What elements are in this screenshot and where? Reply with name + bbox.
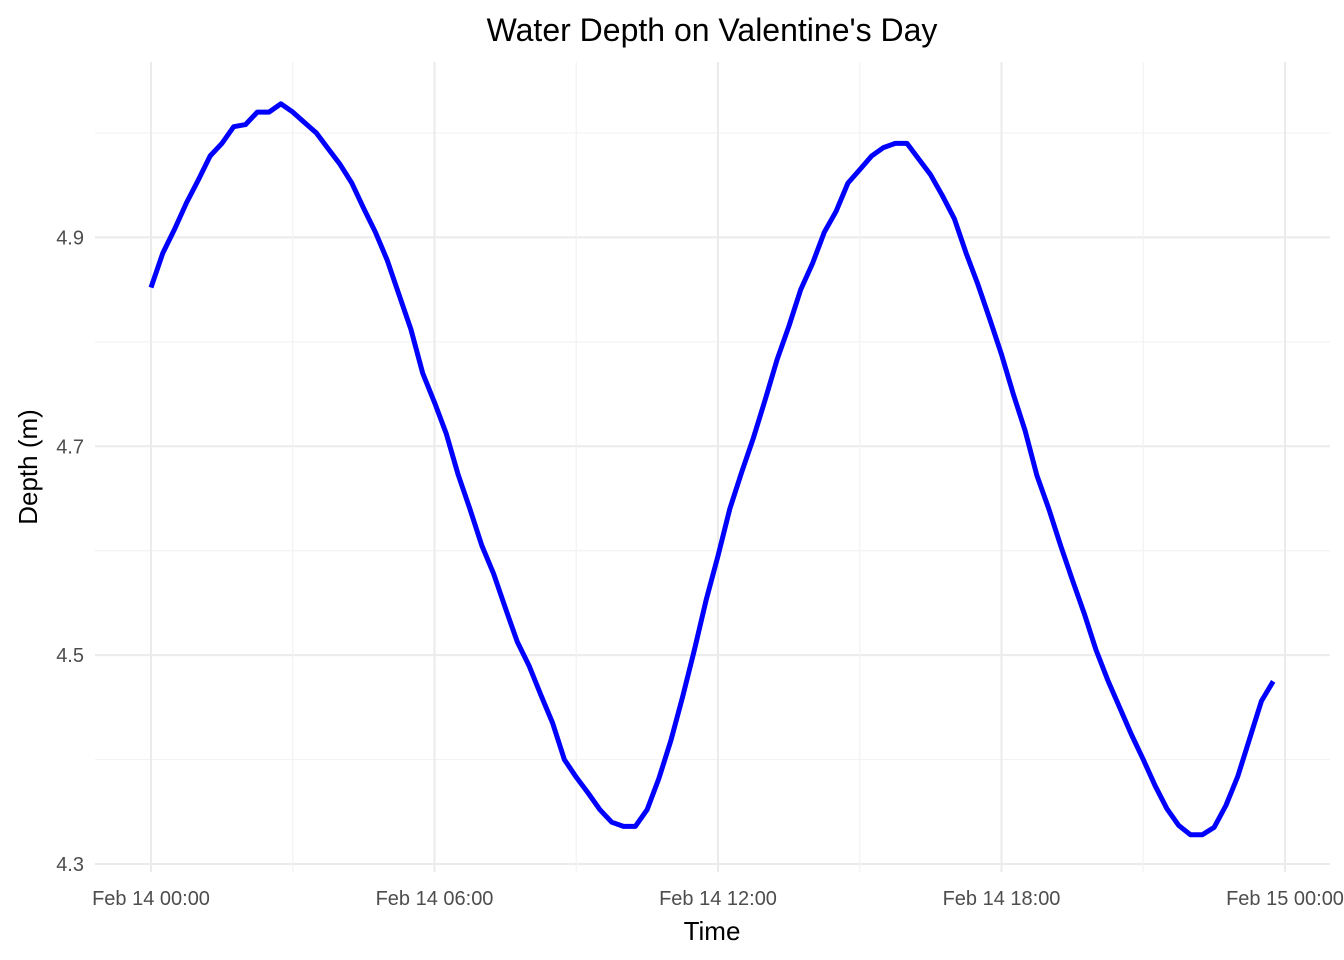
x-tick-label: Feb 14 18:00 bbox=[943, 888, 1061, 910]
y-tick-label: 4.9 bbox=[56, 227, 84, 249]
x-tick-label: Feb 14 00:00 bbox=[92, 888, 210, 910]
series-layer bbox=[148, 101, 1276, 838]
x-tick-label: Feb 14 12:00 bbox=[659, 888, 777, 910]
x-tick-label: Feb 15 00:00 bbox=[1226, 888, 1344, 910]
x-axis-ticks: Feb 14 00:00 Feb 14 06:00 Feb 14 12:00 Feb … bbox=[92, 888, 1344, 910]
y-tick-label: 4.3 bbox=[56, 854, 84, 876]
chart-title: Water Depth on Valentine's Day bbox=[487, 12, 938, 48]
gridlines bbox=[95, 62, 1330, 872]
x-axis-title: Time bbox=[684, 916, 741, 946]
y-tick-label: 4.7 bbox=[56, 436, 84, 458]
depth-series-line bbox=[148, 101, 1276, 838]
y-axis-title: Depth (m) bbox=[13, 409, 43, 525]
y-tick-label: 4.5 bbox=[56, 645, 84, 667]
x-tick-label: Feb 14 06:00 bbox=[376, 888, 494, 910]
y-axis-ticks: 4.3 4.5 4.7 4.9 bbox=[56, 227, 84, 876]
